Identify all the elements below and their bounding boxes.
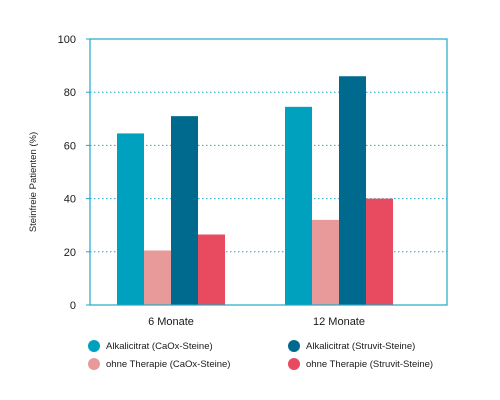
legend-swatch-series-2	[88, 358, 100, 370]
x-category-label: 6 Monate	[148, 316, 194, 328]
bar-1-2	[144, 250, 171, 305]
y-tick-label: 80	[64, 87, 76, 99]
bar-2-3	[339, 76, 366, 306]
bar-1-4	[198, 234, 225, 305]
y-tick-label: 40	[64, 194, 76, 206]
y-tick-labels: 0 20 40 60 80 100	[58, 34, 90, 312]
bar-2-1	[285, 106, 312, 305]
legend-item-series-1: Alkalicitrat (CaOx-Steine)	[88, 340, 213, 352]
y-axis-label: Steinfreie Patienten (%)	[28, 132, 39, 232]
x-category-labels: 6 Monate 12 Monate	[148, 316, 365, 328]
legend-label-series-3: Alkalicitrat (Struvit-Steine)	[306, 340, 416, 352]
legend-swatch-series-4	[288, 358, 300, 370]
legend-swatch-series-3	[288, 340, 300, 352]
legend-item-series-4: ohne Therapie (Struvit-Steine)	[288, 358, 433, 370]
y-tick-label: 100	[58, 34, 76, 46]
legend-label-series-2: ohne Therapie (CaOx-Steine)	[106, 358, 231, 370]
legend-item-series-3: Alkalicitrat (Struvit-Steine)	[288, 340, 415, 352]
y-tick-label: 0	[70, 300, 76, 312]
bars	[117, 76, 393, 306]
legend-swatch-series-1	[88, 340, 100, 352]
legend-label-series-1: Alkalicitrat (CaOx-Steine)	[106, 340, 213, 352]
y-tick-label: 20	[64, 247, 76, 259]
legend-label-series-4: ohne Therapie (Struvit-Steine)	[306, 358, 434, 370]
bar-2-4	[366, 198, 393, 305]
y-tick-label: 60	[64, 140, 76, 152]
bar-1-3	[171, 116, 198, 305]
axes	[89, 38, 448, 306]
legend-item-series-2: ohne Therapie (CaOx-Steine)	[88, 358, 230, 370]
bar-2-2	[312, 219, 339, 305]
plot-frame	[89, 38, 448, 306]
bar-1-1	[117, 133, 144, 305]
x-category-label: 12 Monate	[313, 316, 365, 328]
